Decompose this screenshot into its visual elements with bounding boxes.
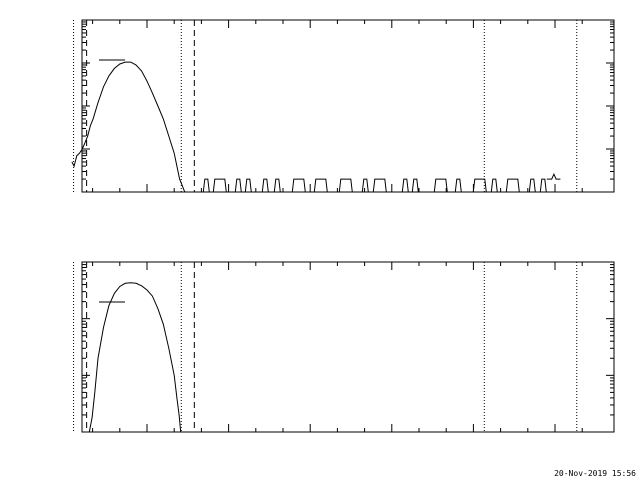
series-tail-line	[546, 172, 561, 180]
footer-timestamp: 20-Nov-2019 15:56	[554, 469, 636, 478]
series-line	[88, 282, 182, 433]
plot-frame	[81, 261, 615, 433]
plot-frame	[81, 19, 615, 193]
series-line	[71, 61, 186, 193]
panel-channel-lo	[71, 19, 615, 193]
series-noise-line	[194, 178, 547, 193]
panel-channel-hi	[73, 261, 615, 433]
